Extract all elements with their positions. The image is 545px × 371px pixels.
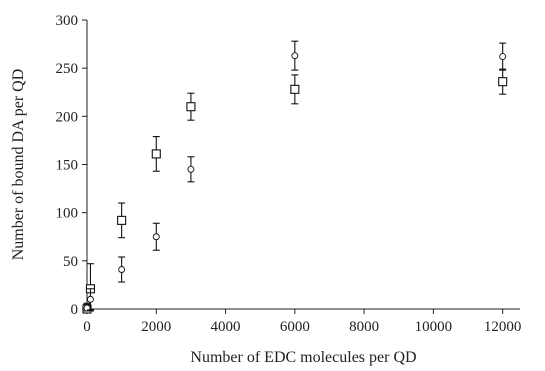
y-tick-label: 250 xyxy=(56,61,79,77)
x-tick-label: 0 xyxy=(83,319,91,335)
y-tick-label: 200 xyxy=(56,109,79,125)
y-tick-label: 0 xyxy=(71,302,79,318)
data-point-square xyxy=(498,77,508,87)
y-tick-label: 300 xyxy=(56,13,79,29)
data-point-square xyxy=(290,84,300,94)
x-tick-label: 4000 xyxy=(211,319,241,335)
axes: 0 2000 4000 6000 8000 10000 12000 0 50 100 150 200 2… xyxy=(56,13,522,335)
x-tick-label: 10000 xyxy=(415,319,453,335)
data-point-square xyxy=(186,102,196,112)
data-point-square xyxy=(151,149,161,159)
y-tick-label: 50 xyxy=(63,254,78,270)
data-point-circle xyxy=(187,165,195,173)
data-point-circle xyxy=(291,52,299,60)
x-axis-title: Number of EDC molecules per QD xyxy=(190,349,416,366)
data-point-circle xyxy=(118,266,126,273)
data-point-circle xyxy=(87,295,94,303)
data-point-square xyxy=(117,215,127,225)
y-axis-title: Number of bound DA per QD xyxy=(10,69,27,261)
data-point-circle xyxy=(152,233,160,241)
x-tick-label: 12000 xyxy=(484,319,522,335)
x-tick-label: 8000 xyxy=(349,319,379,335)
y-tick-label: 150 xyxy=(56,158,79,174)
data-marks xyxy=(82,40,508,314)
x-tick-label: 2000 xyxy=(141,319,171,335)
data-point-circle xyxy=(499,53,507,61)
x-tick-label: 6000 xyxy=(280,319,310,335)
y-tick-label: 100 xyxy=(56,206,79,222)
